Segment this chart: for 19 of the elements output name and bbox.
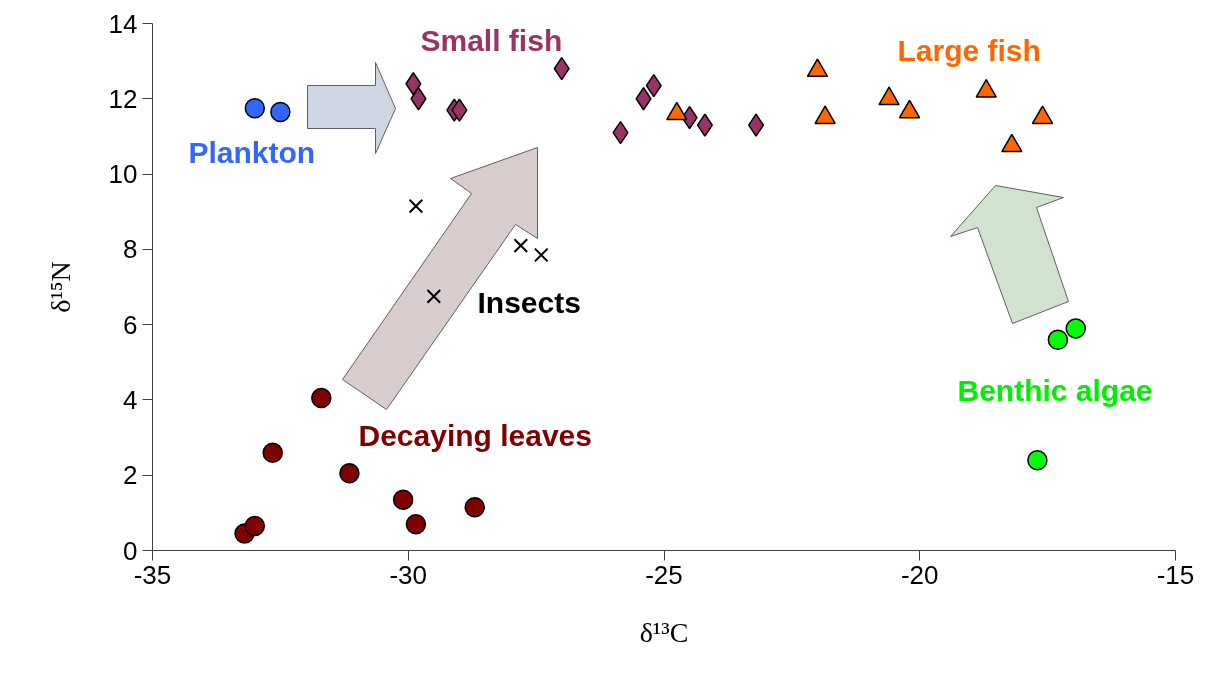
series-label: Small fish: [420, 24, 563, 57]
y-axis-title: δ¹⁵N: [44, 261, 76, 313]
y-tick-label: 12: [108, 83, 138, 114]
x-tick-label: -20: [900, 559, 939, 590]
y-tick-label: 2: [123, 460, 138, 491]
y-tick-label: 8: [123, 234, 138, 265]
x-axis-title: δ¹³C: [639, 616, 689, 648]
series-label: Large fish: [897, 34, 1041, 67]
series-label: Plankton: [188, 136, 316, 169]
y-tick-label: 10: [108, 159, 138, 190]
series-label: Decaying leaves: [358, 419, 592, 452]
series-label: Benthic algae: [957, 374, 1153, 407]
x-tick-label: -25: [645, 559, 683, 590]
x-tick-label: -15: [1156, 559, 1195, 590]
y-tick-label: 6: [123, 309, 138, 340]
series-label: Insects: [477, 286, 581, 319]
y-tick-label: 4: [123, 384, 138, 415]
x-tick-label: -30: [389, 559, 428, 590]
y-tick-label: 14: [108, 8, 138, 39]
